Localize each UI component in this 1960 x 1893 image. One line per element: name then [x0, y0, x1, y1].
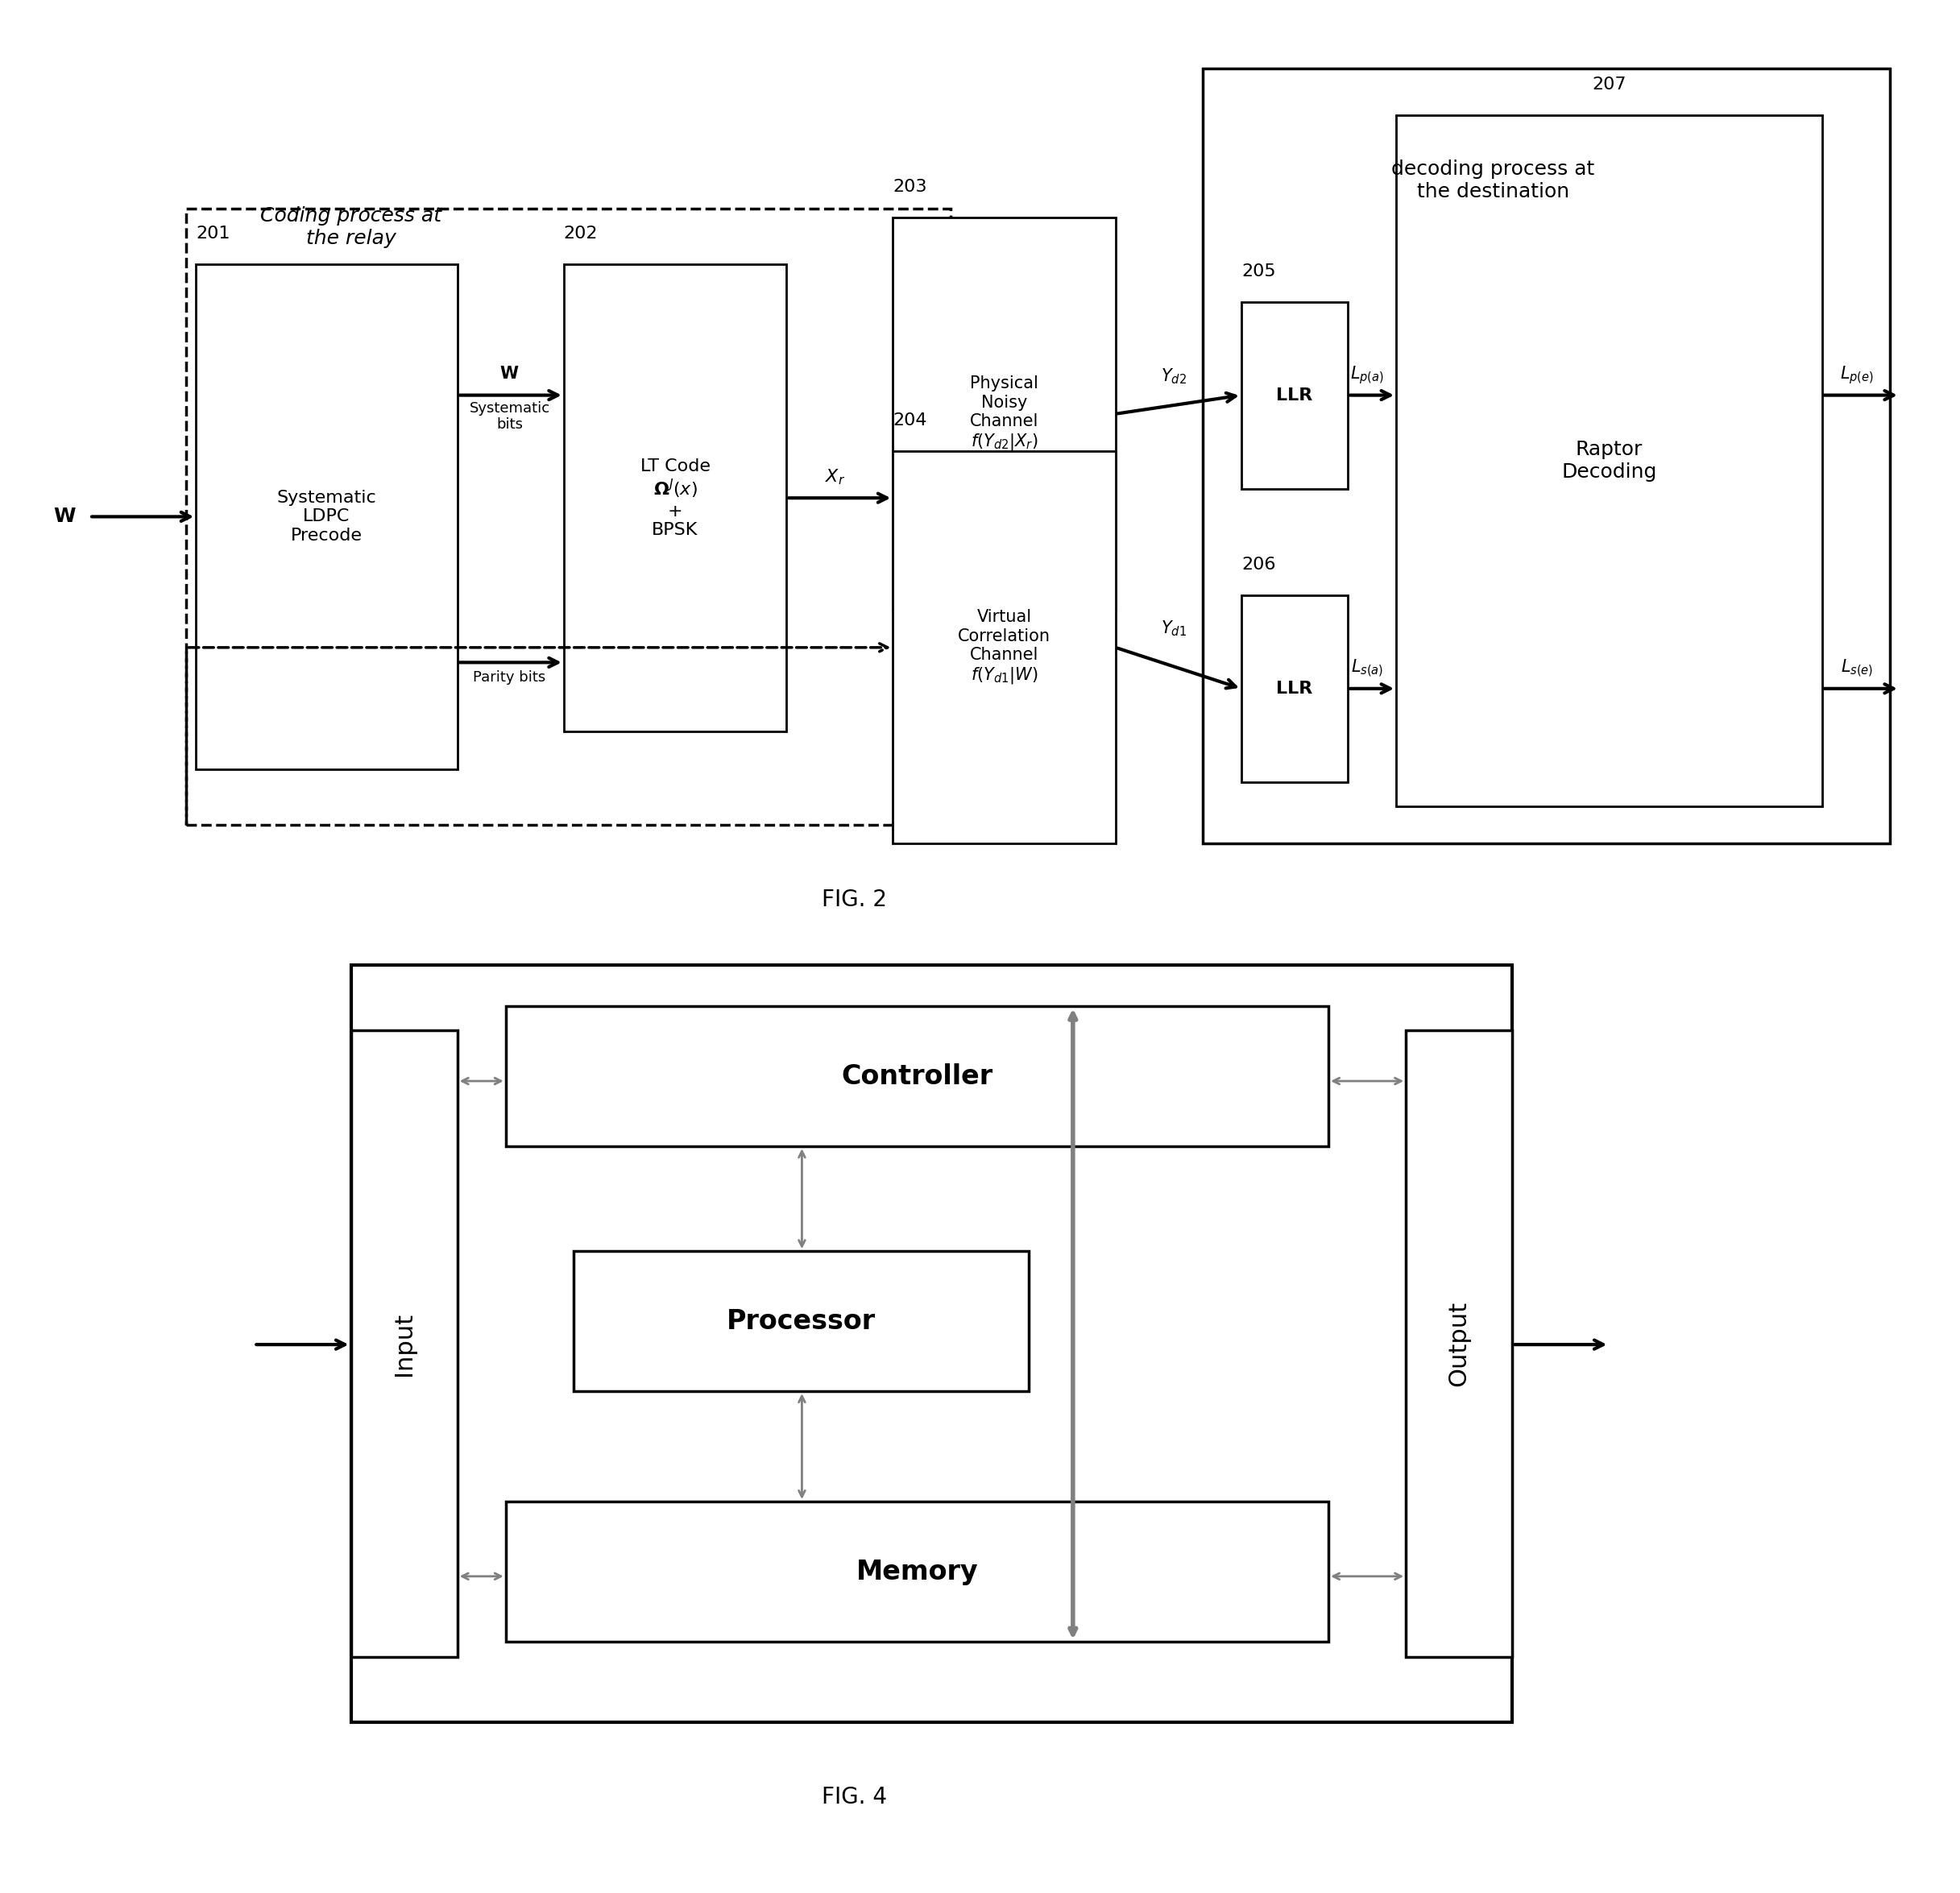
FancyBboxPatch shape [506, 1501, 1329, 1641]
Text: Systematic
LDPC
Precode: Systematic LDPC Precode [276, 490, 376, 543]
FancyBboxPatch shape [1241, 594, 1348, 782]
Text: 207: 207 [1592, 76, 1627, 93]
Text: decoding process at
the destination: decoding process at the destination [1392, 159, 1595, 201]
Text: 203: 203 [894, 180, 927, 195]
Text: LT Code
$\mathbf{\Omega}^{J}(x)$
+
BPSK: LT Code $\mathbf{\Omega}^{J}(x)$ + BPSK [641, 458, 710, 538]
Text: $L_{p(e)}$: $L_{p(e)}$ [1840, 363, 1874, 386]
Text: Virtual
Correlation
Channel
$f(Y_{d1}|W)$: Virtual Correlation Channel $f(Y_{d1}|W)… [958, 610, 1051, 685]
Text: FIG. 2: FIG. 2 [821, 888, 886, 911]
Text: Output: Output [1446, 1300, 1470, 1386]
Text: Systematic
bits: Systematic bits [468, 401, 551, 432]
FancyBboxPatch shape [1203, 68, 1889, 844]
Text: LLR: LLR [1276, 681, 1313, 697]
Text: Coding process at
the relay: Coding process at the relay [261, 206, 441, 248]
FancyBboxPatch shape [564, 265, 786, 731]
Text: 204: 204 [894, 413, 927, 430]
Text: Memory: Memory [857, 1558, 978, 1584]
Text: 201: 201 [196, 225, 229, 242]
Text: $\mathbf{W}$: $\mathbf{W}$ [53, 507, 76, 526]
FancyBboxPatch shape [894, 218, 1115, 610]
Text: 206: 206 [1241, 557, 1276, 574]
FancyBboxPatch shape [351, 1030, 457, 1656]
Text: Physical
Noisy
Channel
$f(Y_{d2}|X_r)$: Physical Noisy Channel $f(Y_{d2}|X_r)$ [970, 375, 1039, 452]
Text: $\mathbf{W}$: $\mathbf{W}$ [500, 365, 519, 382]
Text: $X_r$: $X_r$ [825, 468, 845, 487]
Text: $L_{s(e)}$: $L_{s(e)}$ [1840, 659, 1874, 680]
FancyBboxPatch shape [1396, 115, 1823, 806]
FancyBboxPatch shape [351, 965, 1513, 1723]
FancyBboxPatch shape [1405, 1030, 1513, 1656]
Text: 202: 202 [564, 225, 598, 242]
FancyBboxPatch shape [506, 1007, 1329, 1147]
Text: Processor: Processor [727, 1308, 876, 1335]
Text: $Y_{d2}$: $Y_{d2}$ [1160, 367, 1186, 386]
Text: Parity bits: Parity bits [472, 670, 547, 685]
Text: $L_{s(a)}$: $L_{s(a)}$ [1350, 659, 1384, 680]
Text: Controller: Controller [841, 1064, 994, 1090]
Text: FIG. 4: FIG. 4 [821, 1785, 886, 1808]
Text: $Y_{d1}$: $Y_{d1}$ [1160, 619, 1186, 638]
FancyBboxPatch shape [574, 1251, 1029, 1391]
Text: Input: Input [392, 1312, 416, 1376]
Text: LLR: LLR [1276, 388, 1313, 403]
FancyBboxPatch shape [196, 265, 457, 769]
FancyBboxPatch shape [894, 451, 1115, 844]
Text: 205: 205 [1241, 263, 1276, 280]
Text: $L_{p(a)}$: $L_{p(a)}$ [1350, 363, 1384, 386]
FancyBboxPatch shape [1241, 301, 1348, 488]
Text: Raptor
Decoding: Raptor Decoding [1562, 439, 1656, 481]
